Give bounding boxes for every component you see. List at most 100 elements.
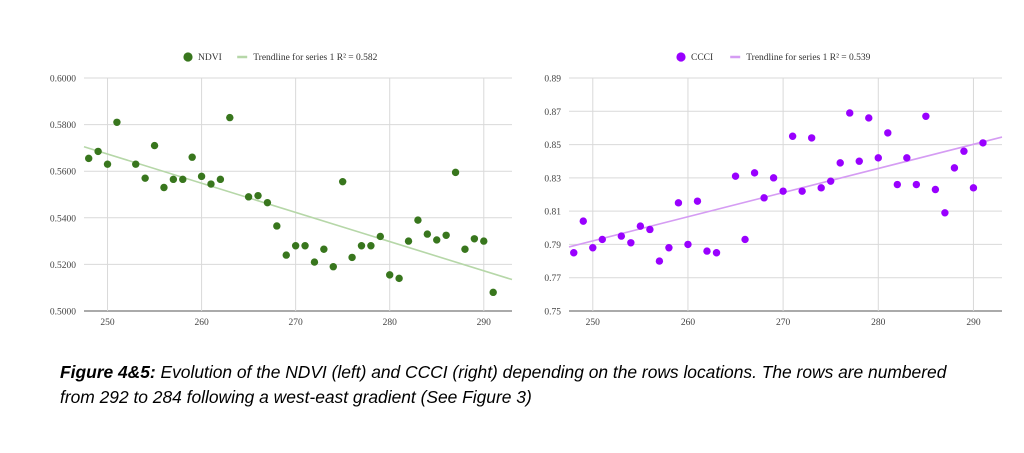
ccci-data-point [836,159,844,167]
ndvi-data-point [169,175,178,184]
figure-caption: Figure 4&5: Evolution of the NDVI (left)… [60,360,980,410]
ndvi-y-tick-label: 0.5400 [50,214,76,224]
ndvi-data-point [376,232,385,241]
ndvi-data-point [141,174,149,182]
ndvi-data-point [113,118,121,126]
ndvi-data-point [207,180,215,188]
ndvi-data-point [348,253,356,262]
ndvi-y-tick-label: 0.5800 [50,121,76,131]
ndvi-y-tick-label: 0.5200 [50,261,76,271]
ndvi-data-point [442,231,450,239]
ccci-data-point [846,109,854,117]
ndvi-x-tick-label: 290 [477,318,492,328]
ndvi-data-point [386,271,394,279]
ccci-y-tick-label: 0.89 [544,75,561,85]
ccci-data-point [703,247,711,255]
ccci-data-point [589,244,597,252]
ndvi-data-point [197,172,206,181]
ndvi-x-tick-label: 260 [194,318,209,328]
ccci-data-point [674,199,683,207]
ndvi-y-tick-label: 0.5600 [50,168,76,178]
ndvi-trendline [83,145,513,281]
ccci-x-tick-label: 270 [776,318,791,328]
ndvi-data-point [338,177,347,186]
ndvi-x-tick-label: 250 [100,318,115,328]
ndvi-data-point [282,251,290,259]
ndvi-data-point [85,154,93,163]
ndvi-chart: 0.5000 0.5200 0.5400 0.5600 0.5800 0.6000 250 2… [28,40,518,330]
ccci-data-point [855,157,863,165]
ccci-data-point [827,177,835,185]
ccci-y-tick-label: 0.75 [544,308,561,318]
ndvi-data-point [320,245,328,253]
ccci-data-point [807,134,816,142]
figure-caption-text: Evolution of the NDVI (left) and CCCI (r… [60,362,947,407]
ndvi-data-point [461,245,469,253]
ccci-data-point [903,154,911,162]
ccci-data-point [665,244,673,252]
ndvi-data-point [216,175,225,184]
ndvi-data-point [451,168,460,177]
ccci-data-point [646,225,654,234]
ccci-data-point [741,235,749,244]
ccci-data-point [760,194,768,202]
ndvi-x-tick-label: 270 [289,318,304,328]
ccci-data-point [636,222,645,230]
ndvi-data-point [414,216,422,224]
ccci-data-point [922,112,930,120]
ccci-data-point [570,249,578,257]
ndvi-data-point [103,160,112,168]
ccci-data-point [912,180,921,189]
ndvi-data-point [263,198,272,207]
ccci-y-tick-label: 0.87 [544,108,561,118]
ccci-data-point [627,239,635,247]
ndvi-chart-svg: 0.5000 0.5200 0.5400 0.5600 0.5800 0.6000 250 2… [50,52,513,328]
ndvi-data-point [470,235,479,243]
ccci-data-point [941,209,949,217]
ndvi-data-point [132,160,140,168]
ndvi-data-point [254,191,262,200]
ndvi-data-point [291,242,300,250]
ccci-y-tick-label: 0.85 [544,141,561,151]
ndvi-legend-marker [183,52,193,62]
ndvi-x-tick-label: 280 [383,318,398,328]
ndvi-data-point [489,288,497,297]
ccci-data-point [655,257,664,265]
ndvi-data-point [395,274,403,283]
ccci-data-point [950,164,959,172]
ccci-data-point [979,139,987,147]
ccci-data-point [884,129,892,137]
ndvi-data-point [179,175,187,184]
figure-caption-label: Figure 4&5: [60,362,156,382]
ndvi-data-point [244,193,253,201]
ndvi-legend-trend-label: Trendline for series 1 R² = 0.582 [253,52,377,63]
ccci-data-point [969,184,978,192]
ccci-x-tick-label: 260 [681,318,696,328]
ndvi-data-point [367,242,375,250]
ccci-data-point [598,235,607,244]
ccci-y-tick-label: 0.79 [544,241,561,251]
ccci-data-point [817,184,825,192]
ccci-legend: CCCI Trendline for series 1 R² = 0.539 [676,52,871,63]
ndvi-data-point [301,242,309,250]
ndvi-data-point [423,230,432,238]
ccci-data-point [617,232,626,240]
ccci-y-tick-label: 0.83 [544,174,561,184]
ccci-data-point [874,154,882,162]
ndvi-data-point [329,263,337,271]
ccci-data-point [798,187,806,195]
ndvi-data-point [404,237,413,245]
ndvi-y-tick-label: 0.6000 [50,75,76,85]
ndvi-data-point [94,147,102,156]
ndvi-data-point [226,113,234,122]
ccci-x-tick-label: 290 [966,318,981,328]
ccci-y-tick-label: 0.77 [544,274,561,284]
ccci-legend-label: CCCI [691,53,713,63]
ndvi-data-point [310,258,319,266]
ccci-data-point [779,187,787,195]
ndvi-data-point [160,183,168,192]
ndvi-data-point [150,141,159,150]
ccci-data-point [731,172,740,180]
ccci-legend-trend-label: Trendline for series 1 R² = 0.539 [746,52,870,63]
ccci-data-point [769,174,778,182]
